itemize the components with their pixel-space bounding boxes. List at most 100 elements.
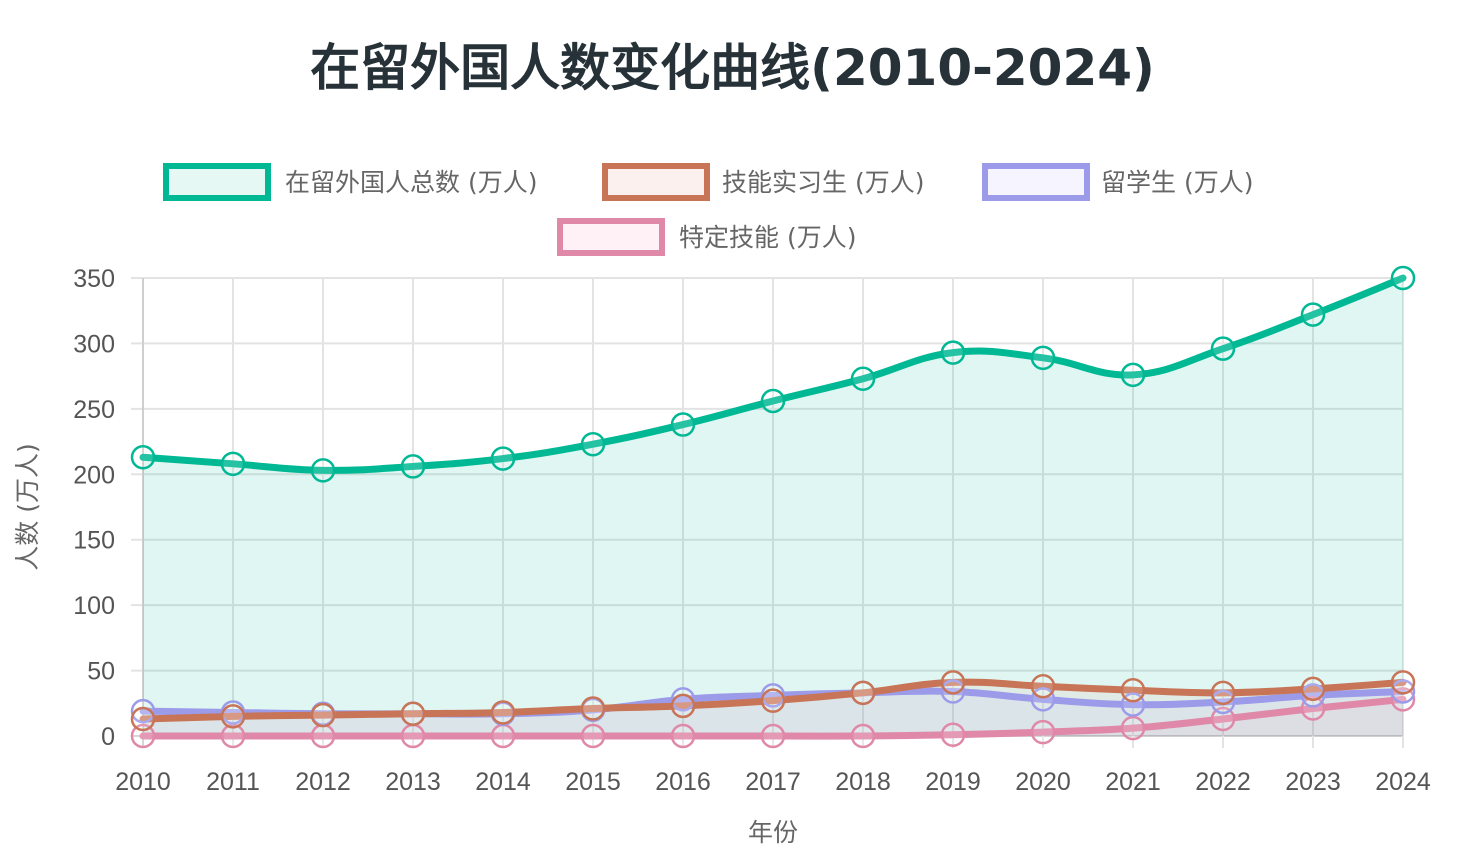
data-point[interactable] [670, 687, 696, 712]
data-point[interactable] [400, 701, 426, 727]
data-point[interactable] [1120, 715, 1146, 741]
data-point[interactable] [1210, 706, 1236, 732]
data-point[interactable] [940, 679, 966, 704]
data-point[interactable] [1120, 677, 1146, 703]
x-tick-label: 2011 [206, 768, 260, 796]
data-point[interactable] [1030, 674, 1056, 699]
data-point[interactable] [1030, 719, 1056, 745]
x-axis-title: 年份 [748, 818, 798, 847]
y-tick-label: 150 [73, 527, 115, 555]
data-point[interactable] [580, 696, 606, 721]
series-area-2 [143, 691, 1403, 736]
legend-item-0[interactable]: 在留外国人总数 (万人) [163, 163, 537, 201]
data-point[interactable] [1390, 687, 1416, 712]
legend-swatch [163, 163, 271, 201]
data-point[interactable] [1030, 345, 1056, 371]
y-tick-label: 100 [73, 592, 115, 620]
data-point[interactable] [760, 388, 786, 414]
x-tick-label: 2023 [1285, 768, 1341, 796]
data-point[interactable] [1210, 689, 1236, 715]
data-point[interactable] [490, 723, 516, 749]
data-point[interactable] [850, 723, 876, 749]
x-tick-label: 2010 [115, 768, 171, 796]
series-lines [139, 274, 1407, 740]
data-point[interactable] [940, 722, 966, 747]
data-point[interactable] [130, 723, 156, 749]
series-line-0 [139, 274, 1407, 474]
legend-label: 在留外国人总数 (万人) [285, 168, 537, 197]
data-point[interactable] [940, 670, 966, 695]
data-point[interactable] [1300, 676, 1326, 702]
data-point[interactable] [1300, 302, 1326, 327]
x-axis-ticks: 2010 2011 2012 2013 2014 2015 2016 2017 2018 2019… [115, 768, 1431, 796]
data-point[interactable] [1210, 680, 1236, 706]
data-point[interactable] [490, 446, 516, 471]
legend-label: 留学生 (万人) [1101, 168, 1253, 197]
data-point[interactable] [670, 412, 696, 437]
y-tick-label: 0 [101, 723, 115, 751]
x-tick-label: 2012 [295, 768, 351, 796]
data-point[interactable] [220, 704, 246, 729]
legend-label: 技能实习生 (万人) [722, 168, 924, 197]
data-point[interactable] [220, 451, 246, 477]
y-axis-ticks: 0 50 100 150 200 250 300 350 [73, 265, 115, 751]
y-tick-label: 250 [73, 396, 115, 424]
area-fills [143, 278, 1403, 737]
legend-swatch [982, 163, 1090, 201]
y-tick-label: 300 [73, 330, 115, 358]
data-point[interactable] [490, 700, 516, 725]
data-point[interactable] [760, 688, 786, 713]
data-point[interactable] [220, 723, 246, 749]
data-point[interactable] [130, 706, 156, 732]
x-tick-label: 2020 [1015, 768, 1071, 796]
legend-item-2[interactable]: 留学生 (万人) [982, 163, 1253, 201]
data-point[interactable] [670, 693, 696, 719]
data-point[interactable] [1300, 683, 1326, 708]
x-tick-label: 2014 [475, 768, 531, 796]
data-point[interactable] [1210, 336, 1236, 361]
chart-title: 在留外国人数变化曲线(2010-2024) [310, 39, 1155, 97]
data-point[interactable] [940, 340, 966, 365]
x-tick-label: 2021 [1105, 768, 1161, 796]
data-point[interactable] [310, 458, 336, 483]
data-point[interactable] [850, 680, 876, 706]
legend-item-1[interactable]: 技能实习生 (万人) [602, 163, 924, 201]
y-tick-label: 200 [73, 461, 115, 489]
series-line-3 [139, 695, 1407, 740]
data-point[interactable] [130, 698, 156, 724]
data-point[interactable] [400, 723, 426, 749]
y-axis-title: 人数 (万人) [13, 443, 42, 570]
x-tick-label: 2015 [565, 768, 621, 796]
data-point[interactable] [850, 366, 876, 392]
data-point[interactable] [130, 445, 156, 470]
legend-swatch [557, 218, 665, 256]
y-tick-label: 350 [73, 265, 115, 293]
series-area-0 [143, 278, 1403, 736]
x-tick-label: 2013 [385, 768, 441, 796]
x-tick-label: 2016 [655, 768, 711, 796]
data-point[interactable] [1300, 696, 1326, 721]
y-tick-label: 50 [87, 658, 115, 686]
data-point[interactable] [1030, 687, 1056, 712]
legend-swatch [602, 163, 710, 201]
data-point[interactable] [310, 723, 336, 749]
series-area-1 [143, 682, 1403, 736]
series-line-1 [139, 678, 1407, 723]
x-tick-label: 2022 [1195, 768, 1251, 796]
data-point[interactable] [580, 723, 606, 749]
data-point[interactable] [760, 723, 786, 749]
data-point[interactable] [1120, 362, 1146, 388]
data-point[interactable] [1390, 265, 1416, 291]
legend-label: 特定技能 (万人) [679, 223, 856, 252]
data-points [130, 265, 1416, 749]
data-point[interactable] [1390, 670, 1416, 695]
x-tick-label: 2017 [745, 768, 801, 796]
series-area-3 [143, 699, 1403, 737]
data-point[interactable] [1390, 679, 1416, 704]
data-point[interactable] [670, 723, 696, 749]
data-point[interactable] [310, 702, 336, 728]
legend-item-3[interactable]: 特定技能 (万人) [557, 218, 856, 256]
data-point[interactable] [400, 454, 426, 479]
data-point[interactable] [580, 431, 606, 457]
